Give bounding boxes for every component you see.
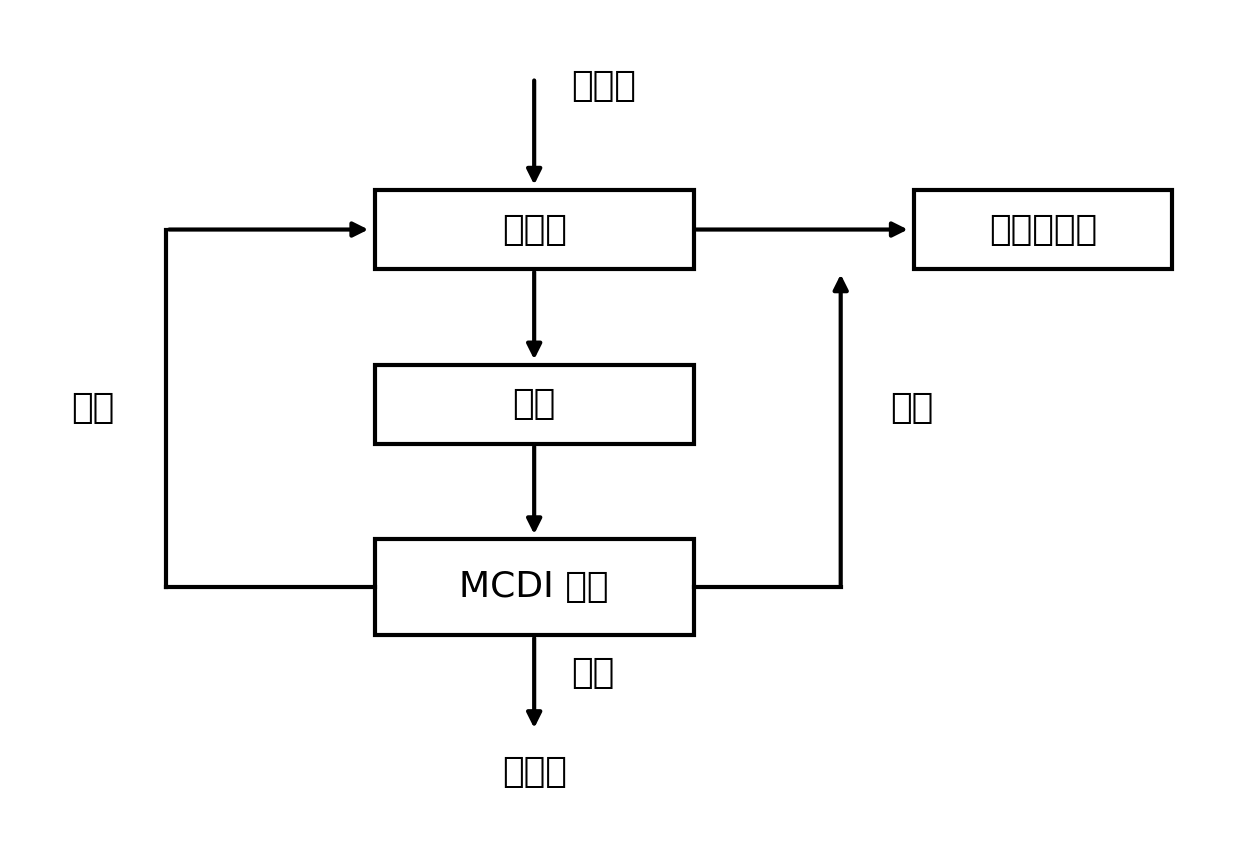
Text: MCDI 工艺: MCDI 工艺 [460,570,609,604]
FancyBboxPatch shape [914,190,1172,269]
Text: 再利用: 再利用 [502,755,567,789]
FancyBboxPatch shape [374,365,693,444]
Text: 深井泵: 深井泵 [570,69,636,103]
Text: 清液: 清液 [570,656,614,689]
Text: 铀水冶系统: 铀水冶系统 [990,212,1097,246]
Text: 集液池: 集液池 [502,212,567,246]
FancyBboxPatch shape [374,190,693,269]
Text: 贫液: 贫液 [71,392,114,426]
Text: 浓液: 浓液 [890,392,932,426]
FancyBboxPatch shape [374,540,693,635]
Text: 过滤: 过滤 [512,387,556,421]
